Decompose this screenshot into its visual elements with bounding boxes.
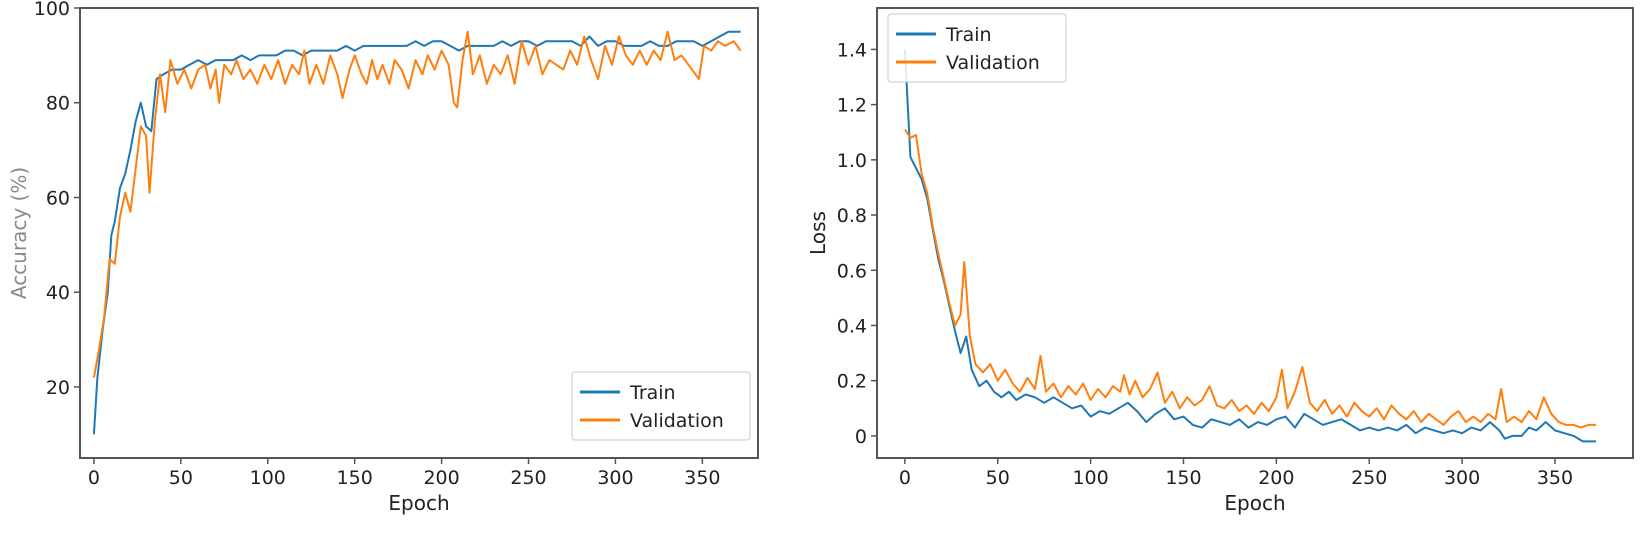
accuracy-legend: Train Validation — [571, 371, 751, 441]
accuracy-y-tick-label: 20 — [46, 377, 70, 399]
accuracy-x-tick-label: 350 — [684, 467, 720, 489]
loss-y-tick-label: 0.6 — [837, 260, 867, 282]
accuracy-x-tick-label: 150 — [337, 467, 373, 489]
accuracy-x-tick-label: 250 — [510, 467, 546, 489]
accuracy-x-tick-label: 0 — [88, 467, 100, 489]
loss-x-tick-label: 250 — [1351, 467, 1387, 489]
loss-series-train-line — [903, 49, 1596, 443]
loss-x-tick-label: 200 — [1258, 467, 1294, 489]
loss-x-tick-label: 150 — [1165, 467, 1201, 489]
loss-x-tick-label: 300 — [1444, 467, 1480, 489]
loss-y-tick-label: 1.2 — [837, 95, 867, 117]
accuracy-y-tick-label: 40 — [46, 282, 70, 304]
loss-x-tick-label: 0 — [899, 467, 911, 489]
loss-y-tick-label: 0.2 — [837, 371, 867, 393]
accuracy-x-tick-label: 300 — [597, 467, 633, 489]
accuracy-y-axis-title: Accuracy (%) — [7, 167, 31, 299]
accuracy-x-tick-label: 50 — [169, 467, 193, 489]
loss-legend-box — [887, 13, 1067, 83]
loss-y-tick-label: 1.4 — [837, 39, 867, 61]
loss-y-tick-label: 1.0 — [837, 150, 867, 172]
loss-x-tick-label: 100 — [1072, 467, 1108, 489]
loss-y-tick-label: 0 — [855, 426, 867, 448]
loss-x-tick-label: 50 — [986, 467, 1010, 489]
accuracy-y-tick-label: 60 — [46, 187, 70, 209]
accuracy-x-tick-label: 200 — [423, 467, 459, 489]
accuracy-y-tick-label: 80 — [46, 93, 70, 115]
accuracy-x-axis-title: Epoch — [388, 491, 449, 515]
accuracy-y-tick-label: 100 — [34, 0, 70, 20]
accuracy-legend-label-validation: Validation — [630, 410, 724, 432]
accuracy-x-tick-label: 100 — [250, 467, 286, 489]
accuracy-legend-label-train: Train — [629, 382, 676, 404]
loss-y-tick-label: 0.4 — [837, 315, 867, 337]
loss-legend-label-train: Train — [945, 24, 992, 46]
loss-legend: Train Validation — [887, 13, 1067, 83]
loss-legend-label-validation: Validation — [946, 52, 1040, 74]
loss-plot-frame — [876, 7, 1634, 459]
loss-y-axis-title: Loss — [806, 211, 830, 255]
loss-x-axis-title: Epoch — [1224, 491, 1285, 515]
accuracy-plot-frame — [79, 7, 759, 459]
accuracy-series-validation-line — [92, 30, 742, 378]
accuracy-legend-box — [571, 371, 751, 441]
loss-y-tick-label: 0.8 — [837, 205, 867, 227]
loss-series-validation-line — [904, 128, 1596, 429]
loss-x-tick-label: 350 — [1537, 467, 1573, 489]
accuracy-chart: 0 50 100 150 200 250 300 350 20 40 60 80 100 Epoch Acc… — [7, 0, 759, 515]
loss-chart: 0 50 100 150 200 250 300 350 0 0.2 0.4 0.6 0.8 1.0 1.2… — [806, 7, 1634, 515]
